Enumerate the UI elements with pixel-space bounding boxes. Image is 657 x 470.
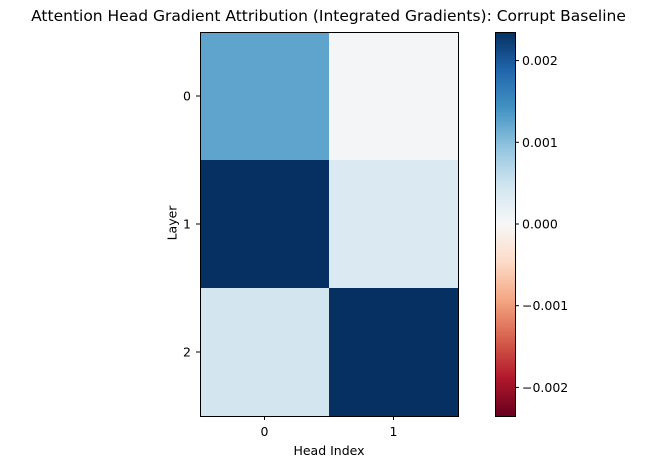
- plot-frame: [200, 32, 459, 417]
- colorbar-ticks: 0.002 0.001 0.000 −0.001 −0.002: [515, 53, 568, 395]
- y-tick-label: 1: [183, 217, 191, 232]
- heatmap-cell-layer2-head0: [200, 288, 330, 417]
- y-tick-label: 0: [183, 89, 191, 104]
- colorbar-tick-label: −0.002: [522, 380, 568, 395]
- heatmap-cell-layer0-head1: [329, 32, 459, 161]
- y-axis-ticks: 0 1 2: [183, 89, 200, 360]
- heatmap-cell-layer1-head1: [329, 160, 459, 289]
- x-tick-label: 0: [261, 424, 269, 439]
- heatmap-cell-layer1-head0: [200, 160, 330, 289]
- y-axis-label: Layer: [164, 205, 180, 241]
- x-tick-label: 1: [390, 424, 398, 439]
- heatmap-cell-layer0-head0: [200, 32, 330, 161]
- colorbar-tick-label: 0.001: [522, 135, 558, 150]
- heatmap-cells: [200, 32, 459, 417]
- colorbar-tick-label: 0.000: [522, 217, 558, 232]
- x-axis-label: Head Index: [293, 443, 365, 458]
- y-tick-label: 2: [183, 345, 191, 360]
- heatmap-cell-layer2-head1: [329, 288, 459, 417]
- chart-title: Attention Head Gradient Attribution (Int…: [31, 7, 626, 25]
- colorbar-tick-label: −0.001: [522, 298, 568, 313]
- colorbar-tick-label: 0.002: [522, 53, 558, 68]
- colorbar: [495, 32, 516, 416]
